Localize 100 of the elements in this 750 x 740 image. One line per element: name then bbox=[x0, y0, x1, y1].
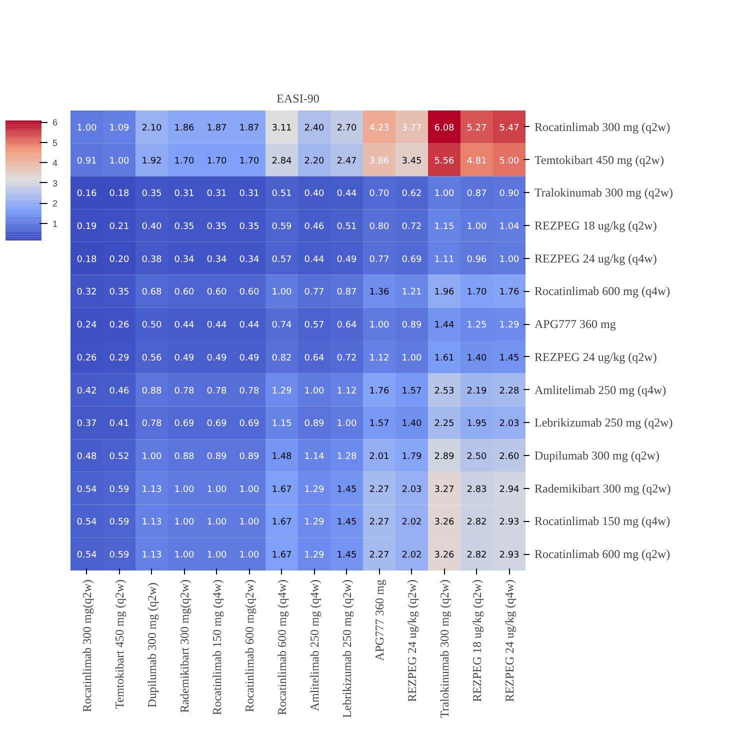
data-label: 0.62 bbox=[402, 189, 422, 200]
data-label: 1.13 bbox=[142, 484, 162, 495]
data-label: 0.70 bbox=[369, 189, 390, 200]
data-label: 1.44 bbox=[434, 320, 455, 331]
data-label: 2.82 bbox=[466, 518, 487, 528]
data-label: 1.04 bbox=[499, 222, 520, 232]
x-tick-label: Rocatinlimab 600 mg (q4w) bbox=[274, 579, 289, 716]
data-label: 1.45 bbox=[499, 353, 520, 364]
data-label: 3.11 bbox=[272, 123, 292, 134]
data-label: 0.60 bbox=[206, 288, 228, 298]
data-label: 1.00 bbox=[434, 189, 455, 200]
data-label: 0.37 bbox=[76, 419, 97, 430]
data-label: 1.00 bbox=[369, 320, 390, 331]
data-label: 0.31 bbox=[206, 189, 227, 200]
data-label: 0.78 bbox=[174, 386, 195, 396]
data-label: 2.50 bbox=[466, 452, 488, 462]
data-label: 0.49 bbox=[174, 353, 195, 364]
data-label: 0.90 bbox=[499, 189, 520, 200]
data-label: 3.45 bbox=[402, 156, 422, 166]
data-label: 1.40 bbox=[466, 353, 488, 364]
data-label: 0.40 bbox=[304, 189, 325, 200]
y-tick-label: APG777 360 mg bbox=[534, 317, 616, 332]
data-label: 1.00 bbox=[272, 288, 292, 298]
data-label: 0.89 bbox=[206, 452, 228, 462]
data-label: 0.18 bbox=[109, 189, 130, 200]
data-label: 0.77 bbox=[369, 254, 390, 265]
data-label: 1.12 bbox=[369, 353, 390, 364]
data-label: 0.31 bbox=[239, 189, 260, 200]
color-bar-label: 3 bbox=[52, 178, 58, 188]
data-label: 6.08 bbox=[434, 123, 455, 134]
data-label: 0.72 bbox=[336, 353, 357, 364]
data-label: 0.34 bbox=[239, 254, 260, 265]
data-label: 0.19 bbox=[76, 222, 98, 232]
data-label: 1.00 bbox=[466, 222, 488, 232]
data-label: 1.21 bbox=[402, 288, 422, 298]
data-label: 0.69 bbox=[402, 254, 422, 265]
data-label: 0.21 bbox=[109, 222, 130, 232]
data-label: 0.41 bbox=[109, 419, 130, 430]
data-label: 0.78 bbox=[142, 419, 162, 430]
data-label: 2.27 bbox=[369, 550, 390, 561]
data-label: 2.84 bbox=[272, 156, 292, 166]
x-tick-label: Tralokinumab 300 mg (q2w) bbox=[437, 579, 452, 718]
data-label: 0.35 bbox=[142, 189, 162, 200]
y-tick-label: REZPEG 18 ug/kg (q2w) bbox=[534, 218, 657, 232]
x-tick-label: Rocatinlimab 600 mg(q2w) bbox=[242, 579, 256, 712]
data-label: 1.45 bbox=[336, 484, 357, 495]
data-label: 1.95 bbox=[466, 419, 487, 430]
y-tick-label: Rocatinlimab 600 mg (q2w) bbox=[534, 547, 670, 562]
y-tick-label: Rocatinlimab 150 mg (q4w) bbox=[534, 514, 670, 528]
data-label: 0.29 bbox=[109, 353, 130, 364]
data-label: 1.29 bbox=[499, 320, 520, 331]
data-label: 0.26 bbox=[109, 320, 130, 331]
y-tick-label: Dupilumab 300 mg (q2w) bbox=[534, 448, 660, 462]
data-label: 1.00 bbox=[206, 484, 228, 495]
data-label: 1.40 bbox=[402, 419, 422, 430]
data-label: 2.02 bbox=[402, 550, 422, 561]
data-label: 1.13 bbox=[142, 518, 162, 528]
data-label: 1.57 bbox=[402, 386, 422, 396]
data-label: 1.29 bbox=[304, 518, 325, 528]
data-label: 1.70 bbox=[466, 288, 488, 298]
data-label: 0.96 bbox=[466, 254, 488, 265]
data-label: 1.76 bbox=[499, 288, 520, 298]
data-label: 1.00 bbox=[336, 419, 358, 430]
data-label: 1.57 bbox=[369, 419, 390, 430]
y-tick-label: Tralokinumab 300 mg (q2w) bbox=[534, 186, 674, 200]
data-label: 2.82 bbox=[466, 550, 487, 561]
data-label: 1.00 bbox=[206, 518, 228, 528]
data-label: 0.26 bbox=[76, 353, 98, 364]
data-label: 0.57 bbox=[304, 320, 324, 331]
data-label: 0.35 bbox=[109, 288, 130, 298]
data-label: 2.53 bbox=[434, 386, 454, 396]
data-label: 1.48 bbox=[272, 452, 292, 462]
data-label: 1.36 bbox=[369, 288, 390, 298]
data-label: 0.91 bbox=[76, 156, 97, 166]
x-tick-label: Rademikibart 300 mg(q2w) bbox=[177, 579, 192, 713]
data-label: 1.29 bbox=[304, 550, 325, 561]
data-label: 1.70 bbox=[239, 156, 260, 166]
color-bar-label: 4 bbox=[52, 158, 58, 168]
data-label: 0.49 bbox=[239, 353, 260, 364]
data-label: 3.86 bbox=[369, 156, 390, 166]
data-label: 0.82 bbox=[272, 353, 292, 364]
data-label: 0.44 bbox=[304, 254, 325, 265]
data-label: 0.20 bbox=[109, 254, 130, 265]
data-label: 0.35 bbox=[239, 222, 260, 232]
x-tick-label: Rocatinlimab 300 mg(q2w) bbox=[80, 579, 94, 712]
data-label: 1.00 bbox=[174, 550, 195, 561]
data-label: 1.76 bbox=[369, 386, 390, 396]
data-label: 1.28 bbox=[336, 452, 358, 462]
data-label: 1.09 bbox=[109, 123, 130, 134]
data-label: 0.51 bbox=[336, 222, 357, 232]
data-label: 1.86 bbox=[174, 123, 195, 134]
data-label: 0.51 bbox=[272, 189, 292, 200]
data-label: 0.40 bbox=[142, 222, 162, 232]
y-tick-label: Temtokibart 450 mg (q2w) bbox=[534, 152, 664, 167]
data-label: 1.67 bbox=[272, 518, 292, 528]
data-label: 0.44 bbox=[336, 189, 358, 200]
data-label: 1.13 bbox=[142, 550, 162, 561]
data-label: 0.78 bbox=[239, 386, 260, 396]
data-label: 0.48 bbox=[76, 452, 98, 462]
data-label: 0.46 bbox=[109, 386, 130, 396]
